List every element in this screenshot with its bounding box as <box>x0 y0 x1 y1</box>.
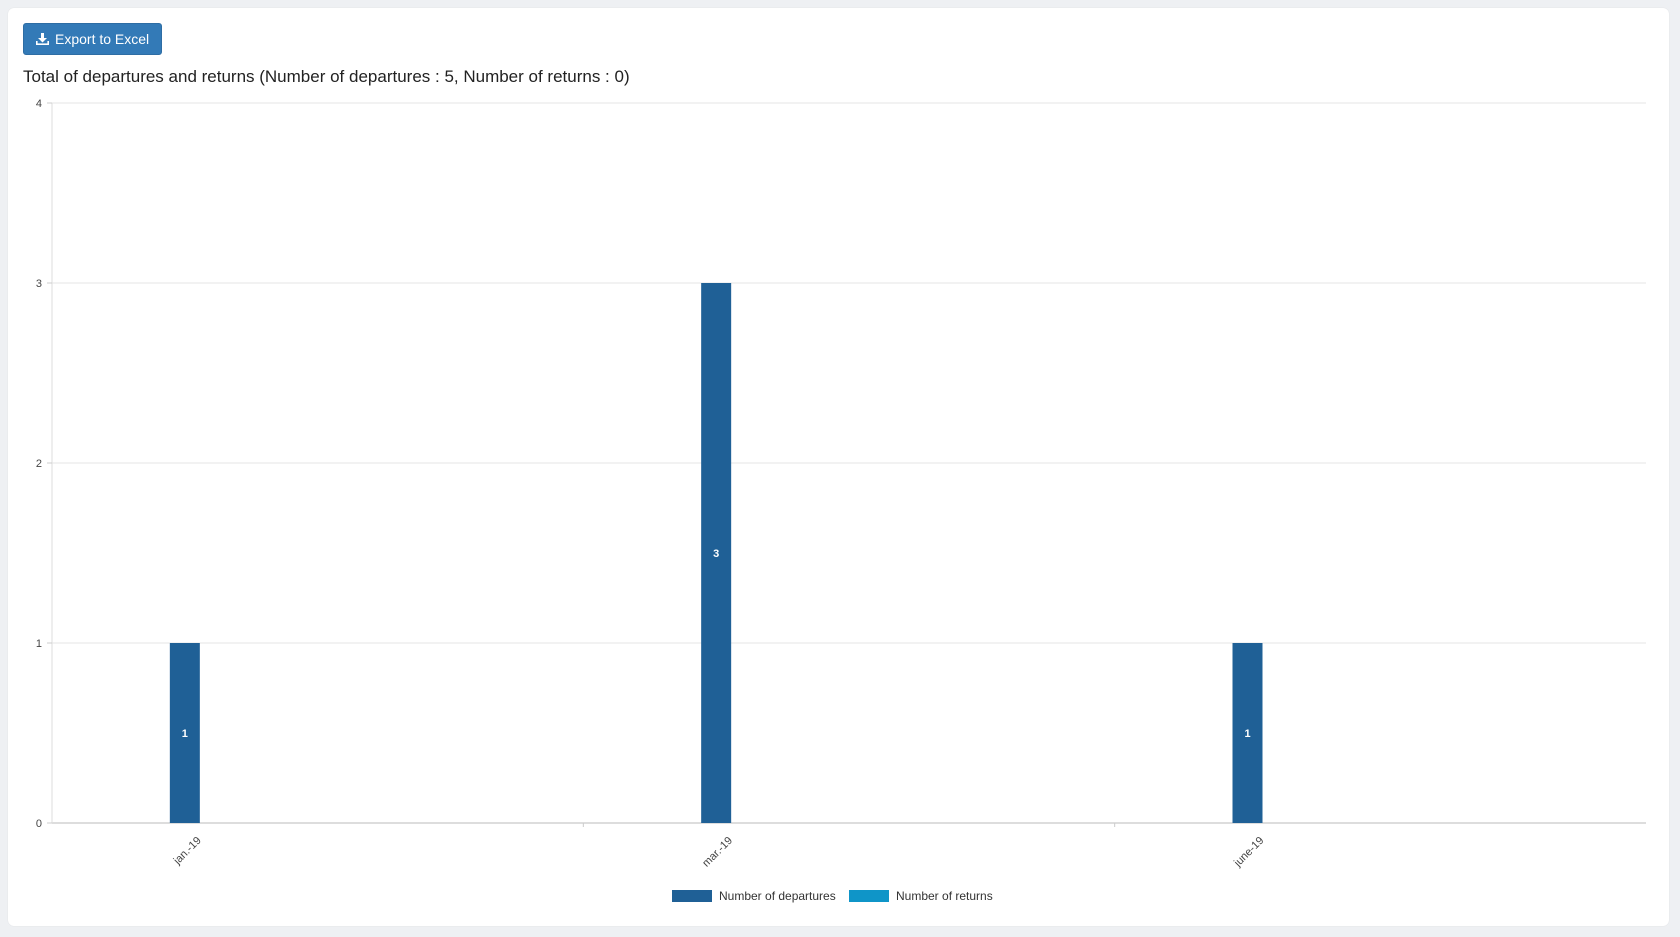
x-tick-label: mar.-19 <box>700 835 735 870</box>
x-axis: jan.-19 mar.-19 june-19 <box>171 823 1266 870</box>
bar-value-label: 1 <box>1244 728 1250 740</box>
y-axis-ticks: 0 1 2 3 4 <box>36 98 52 830</box>
chart-panel <box>8 8 1669 926</box>
bars: 1 3 1 <box>169 283 1263 823</box>
legend-swatch[interactable] <box>672 890 712 902</box>
chart-title: Total of departures and returns (Number … <box>23 67 630 86</box>
x-tick-label: june-19 <box>1231 835 1266 870</box>
y-tick-label: 2 <box>36 458 42 470</box>
bar[interactable] <box>169 643 200 823</box>
bar-value-label: 3 <box>713 548 719 560</box>
bar[interactable] <box>701 283 732 823</box>
bar-value-label: 1 <box>182 728 188 740</box>
export-to-excel-button[interactable]: Export to Excel <box>23 23 163 55</box>
y-tick-label: 0 <box>36 818 42 830</box>
x-tick-label: jan.-19 <box>171 835 204 868</box>
y-tick-label: 4 <box>36 98 42 110</box>
legend-label[interactable]: Number of returns <box>896 889 993 903</box>
y-tick-label: 3 <box>36 278 42 290</box>
legend: Number of departures Number of returns <box>672 889 993 903</box>
bar[interactable] <box>1232 643 1263 823</box>
grid-lines <box>51 102 1646 824</box>
y-tick-label: 1 <box>36 638 42 650</box>
legend-swatch[interactable] <box>849 890 889 902</box>
export-button-label: Export to Excel <box>55 31 150 47</box>
download-icon <box>36 33 49 45</box>
legend-label[interactable]: Number of departures <box>719 889 836 903</box>
